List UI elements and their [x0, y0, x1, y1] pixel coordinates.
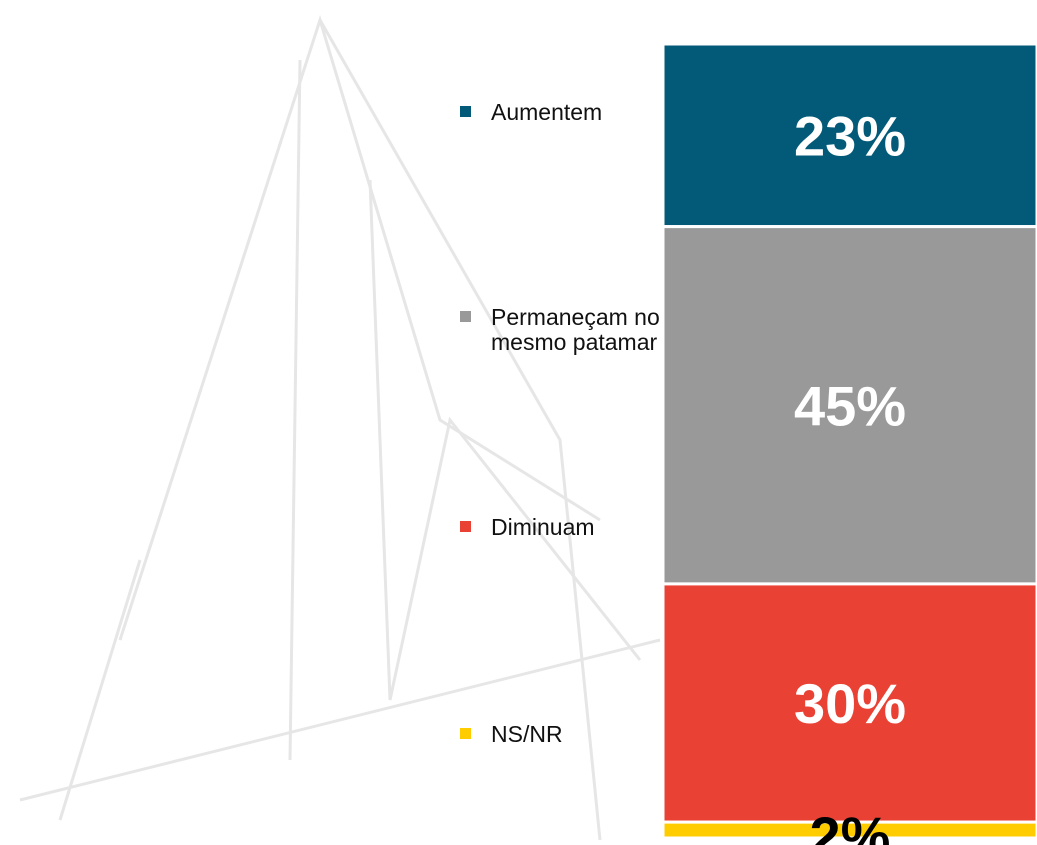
sketch-line	[118, 14, 601, 641]
legend-item: NS/NR	[460, 722, 676, 747]
legend-label: Aumentem	[491, 99, 603, 125]
legend-item: Aumentem	[460, 100, 676, 125]
sketch-line	[368, 179, 642, 701]
legend-label: Diminuam	[491, 514, 595, 540]
legend-swatch	[460, 728, 471, 739]
data-label: 30%	[794, 672, 906, 735]
legend-label: Permaneçam no mesmo patamar	[491, 304, 660, 355]
bar-segment	[661, 820, 1037, 840]
legend-swatch	[460, 311, 471, 322]
bar-segment	[661, 42, 1037, 229]
legend-swatch	[460, 521, 471, 532]
background-sketch	[19, 14, 661, 841]
sketch-line	[19, 559, 661, 821]
legend-item: Diminuam	[460, 515, 676, 540]
legend-swatch	[460, 106, 471, 117]
data-label: 2%	[810, 805, 891, 845]
bar-segment	[661, 582, 1037, 824]
data-label: 45%	[794, 374, 906, 437]
legend-item: Permaneçam no mesmo patamar	[460, 305, 676, 355]
bar-segment	[661, 225, 1037, 586]
legend-label: NS/NR	[491, 721, 563, 747]
data-label: 23%	[794, 104, 906, 167]
sketch-line	[288, 19, 602, 841]
